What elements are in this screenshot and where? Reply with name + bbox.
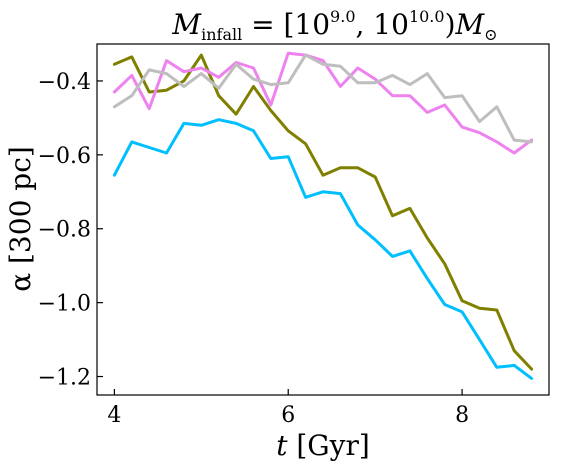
x-tick-label: 6 (281, 403, 295, 428)
x-axis-label: t [Gyr] (276, 429, 370, 462)
y-tick-label: −1.2 (38, 366, 91, 391)
x-tick-label: 4 (107, 403, 121, 428)
series-line-2 (112, 53, 534, 371)
series-line-4 (112, 53, 534, 144)
series-line-1 (112, 118, 534, 380)
ticks-group: 4 6 8 −0.4 −0.6 −0.8 −1.0 −1.2 (38, 70, 469, 428)
x-tick-label: 8 (455, 403, 469, 428)
chart-title: Minfall = [109.0, 1010.0)M⊙ (171, 7, 497, 44)
plot-frame (96, 43, 550, 396)
y-tick-label: −0.6 (38, 144, 91, 169)
series-group (112, 51, 534, 380)
y-axis-label: α [300 pc] (4, 146, 37, 292)
series-line-3 (112, 51, 534, 155)
y-tick-label: −1.0 (38, 292, 91, 317)
y-tick-label: −0.8 (38, 218, 91, 243)
y-tick-label: −0.4 (38, 70, 91, 95)
